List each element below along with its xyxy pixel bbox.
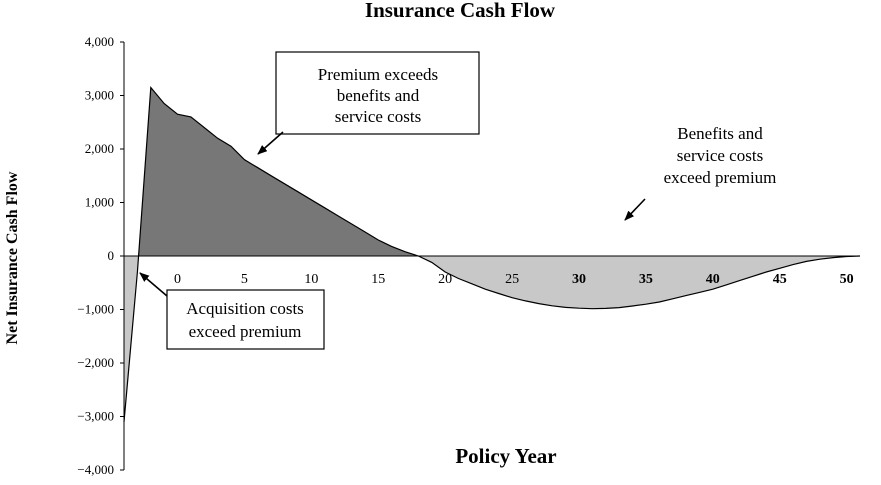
x-tick-label: 10 — [304, 272, 318, 287]
y-tick-label: −4,000 — [77, 462, 114, 477]
x-tick-label: 20 — [438, 272, 452, 287]
annotation-arrow — [139, 272, 168, 297]
x-ticks: 0 5 10 15 20 25 30 35 40 45 50 — [174, 272, 854, 287]
annotation-line: exceed premium — [189, 322, 302, 341]
annotation-line: Acquisition costs — [186, 299, 304, 318]
annotation-line: exceed premium — [664, 168, 777, 187]
annotation-line: Benefits and — [677, 124, 763, 143]
annotation-acquisition-costs: Acquisition costs exceed premium — [139, 272, 325, 350]
x-tick-label: 40 — [706, 272, 720, 287]
y-tick-label: 4,000 — [85, 34, 114, 49]
x-tick-label: 25 — [505, 272, 519, 287]
x-tick-label: 30 — [572, 272, 586, 287]
x-tick-label: 5 — [241, 272, 248, 287]
series-line — [123, 85, 861, 422]
annotation-box — [166, 289, 325, 350]
y-axis-label: Net Insurance Cash Flow — [4, 171, 21, 344]
positive-area — [138, 87, 419, 256]
y-tick-label: 1,000 — [85, 195, 114, 210]
annotation-premium-exceeds: Premium exceeds benefits and service cos… — [257, 51, 480, 155]
annotation-line: Premium exceeds — [318, 65, 438, 84]
annotation-box — [633, 112, 808, 192]
y-tick-label: −1,000 — [77, 302, 114, 317]
y-ticks: 4,000 3,000 2,000 1,000 0 −1,000 −2,000 −3,000 −… — [77, 34, 124, 477]
y-tick-label: −3,000 — [77, 409, 114, 424]
annotation-line: service costs — [335, 107, 421, 126]
x-tick-label: 0 — [174, 272, 181, 287]
axes-layer — [123, 42, 860, 470]
annotation-line: benefits and — [337, 86, 420, 105]
y-tick-label: 0 — [108, 248, 115, 263]
annotation-box — [275, 51, 480, 135]
annotation-arrow — [624, 198, 646, 221]
y-tick-label: −2,000 — [77, 355, 114, 370]
y-tick-label: 3,000 — [85, 88, 114, 103]
x-tick-label: 50 — [840, 272, 854, 287]
x-axis-label: Policy Year — [455, 444, 556, 468]
annotation-benefits-exceed: Benefits and service costs exceed premiu… — [624, 112, 808, 221]
annotation-line: service costs — [677, 146, 763, 165]
x-tick-label: 45 — [773, 272, 787, 287]
x-tick-label: 15 — [371, 272, 385, 287]
negative-area — [418, 256, 860, 309]
y-tick-label: 2,000 — [85, 141, 114, 156]
area-layer — [123, 85, 861, 422]
annotation-arrow — [257, 131, 284, 155]
chart-title: Insurance Cash Flow — [365, 0, 556, 22]
x-tick-label: 35 — [639, 272, 653, 287]
